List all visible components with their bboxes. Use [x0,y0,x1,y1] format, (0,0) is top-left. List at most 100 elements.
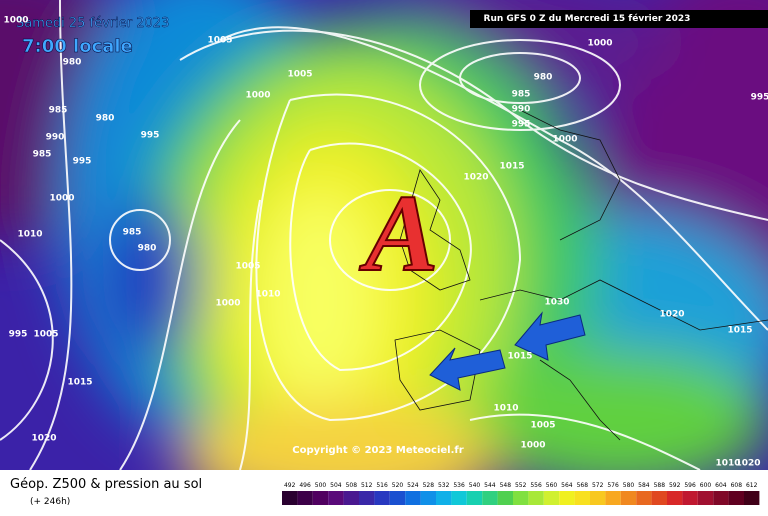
scale-label: 504 [330,482,342,489]
scale-label: 560 [546,482,558,489]
scale-label: 496 [299,482,311,489]
isobar-label: 1000 [215,299,240,309]
scale-swatch [343,491,359,505]
scale-label: 580 [623,482,635,489]
run-info: Run GFS 0 Z du Mercredi 15 février 2023 [484,13,691,24]
scale-label: 592 [669,482,681,489]
scale-swatch [605,491,621,505]
scale-label: 520 [392,482,404,489]
scale-label: 552 [515,482,527,489]
scale-swatch [590,491,606,505]
color-scale: 492 496 500 504 508 512 516 520 524 528 532 536 540 5… [282,482,760,505]
scale-swatch [451,491,467,505]
scale-swatch [297,491,313,505]
scale-swatch [513,491,529,505]
isobar-label: 1020 [463,173,488,183]
isobar-label: 995 [512,120,531,130]
scale-swatch [436,491,452,505]
scale-swatch [359,491,375,505]
scale-label: 532 [438,482,450,489]
scale-label: 568 [577,482,589,489]
scale-label: 492 [284,482,296,489]
isobar-label: 1000 [49,194,74,204]
isobar-label: 1010 [255,290,280,300]
isobar-label: 995 [751,93,768,103]
scale-swatch [713,491,729,505]
scale-label: 600 [700,482,712,489]
scale-swatch [482,491,498,505]
isobar-label: 985 [123,228,142,238]
isobar-label: 985 [33,150,52,160]
scale-label: 576 [607,482,619,489]
valid-time: 7:00 locale [22,36,133,57]
coastlines [394,109,768,441]
scale-swatch [697,491,714,505]
scale-swatch [282,491,298,505]
scale-swatch [744,491,760,505]
copyright: Copyright © 2023 Meteociel.fr [292,445,463,456]
scale-swatch [497,491,513,505]
isobar-label: 990 [46,133,65,143]
scale-label: 508 [346,482,358,489]
scale-swatch [574,491,590,505]
run-bar [470,10,768,28]
isobar-label: 980 [534,73,553,83]
isobar-label: 1020 [659,310,684,320]
isobar-label: 1015 [727,326,752,336]
isobar-label: 980 [138,244,157,254]
isobar-label: 1005 [207,36,232,46]
isobar-label: 990 [512,105,531,115]
isobar-label: 1000 [245,91,270,101]
scale-label: 596 [684,482,696,489]
isobar-label: 985 [49,106,68,116]
scale-label: 500 [315,482,327,489]
isobar-label: 1005 [33,330,58,340]
scale-swatch [389,491,406,505]
scale-label: 604 [715,482,727,489]
isobar-label: 985 [512,90,531,100]
scale-label: 564 [561,482,573,489]
isobar-label: 1015 [67,378,92,388]
isobar-label: 995 [73,157,92,167]
scale-label: 588 [654,482,666,489]
scale-swatch [559,491,575,505]
isobar-label: 1010 [715,459,740,469]
scale-label: 612 [746,482,758,489]
scale-label: 516 [376,482,388,489]
isobar-label: 995 [9,330,28,340]
scale-swatch [312,491,329,505]
isobar-label: 980 [96,114,115,124]
scale-label: 608 [731,482,743,489]
scale-label: 584 [638,482,650,489]
scale-swatch [620,491,637,505]
scale-label: 540 [469,482,481,489]
isobar-label: 1000 [552,135,577,145]
scale-swatch [543,491,560,505]
scale-swatch [405,491,421,505]
isobar-label: 1030 [544,298,569,308]
scale-label: 556 [530,482,542,489]
isobar-label: 1005 [530,421,555,431]
isobar-labels: 1000 980 1005 985 990 980 995 985 995 1000 1010 985… [3,16,768,469]
isobar-label: 1005 [287,70,312,80]
isobar-label: 1000 [520,441,545,451]
scale-label: 512 [361,482,373,489]
scale-label: 572 [592,482,604,489]
isobar-label: 980 [63,58,82,68]
isobar-label: 1010 [17,230,42,240]
isobar-label: 1000 [3,16,28,26]
isobar-label: 1015 [507,352,532,362]
scale-swatch [420,491,436,505]
arrows [429,311,586,391]
legend-title: Géop. Z500 & pression au sol [10,477,202,492]
high-pressure-label: A [359,172,438,294]
isobar-label: 1005 [235,262,260,272]
scale-label: 544 [484,482,496,489]
scale-swatch [728,491,744,505]
isobar-label: 1020 [31,434,56,444]
lead-time: (+ 246h) [30,497,70,507]
scale-label: 536 [453,482,465,489]
isobar-label: 1015 [499,162,524,172]
scale-label: 528 [423,482,435,489]
